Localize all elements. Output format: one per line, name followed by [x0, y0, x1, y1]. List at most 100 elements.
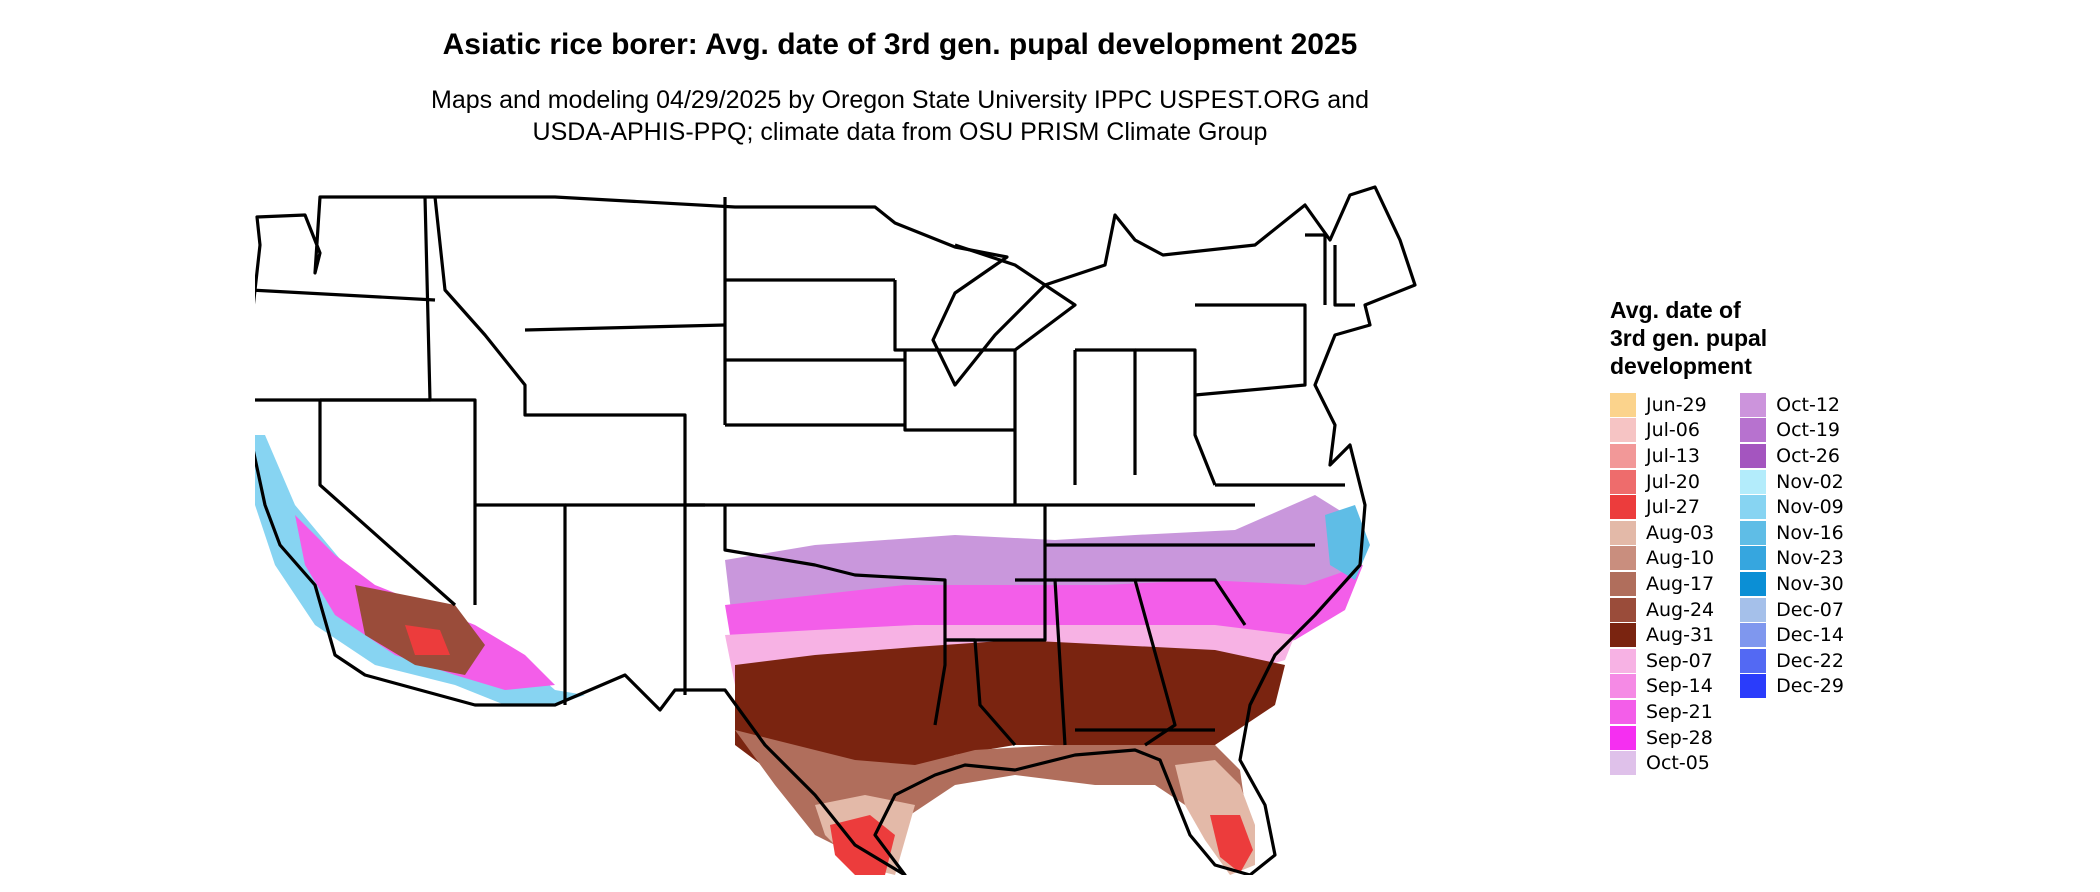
- border-mn-ia: [893, 280, 1015, 352]
- legend-item: Aug-31: [1610, 622, 1714, 648]
- legend-item: Jul-06: [1610, 418, 1714, 444]
- legend-swatch: [1740, 674, 1767, 699]
- border-oh-wv: [1135, 348, 1217, 486]
- legend-label: Aug-31: [1646, 624, 1715, 647]
- legend-swatch: [1610, 443, 1636, 468]
- legend-label: Dec-07: [1776, 598, 1844, 621]
- legend-swatch: [1610, 469, 1636, 494]
- legend-label: Nov-02: [1776, 470, 1844, 493]
- legend-swatch: [1610, 623, 1636, 648]
- legend-item: Oct-12: [1740, 392, 1844, 418]
- legend-title-line-1: Avg. date of: [1610, 297, 1741, 323]
- border-wa-or: [255, 288, 436, 302]
- border-il-in: [1013, 350, 1077, 505]
- legend-label: Jul-20: [1646, 470, 1700, 493]
- legend-swatch: [1610, 699, 1636, 724]
- map-title: Asiatic rice borer: Avg. date of 3rd gen…: [442, 28, 1358, 61]
- legend-item: Sep-14: [1610, 674, 1714, 700]
- legend-item: Nov-16: [1740, 520, 1844, 546]
- zone-aug31-core: [735, 640, 1285, 795]
- subtitle-line-2: USDA-APHIS-PPQ; climate data from OSU PR…: [532, 118, 1268, 146]
- border-mt-wy: [524, 323, 726, 332]
- border-id-mt: [433, 196, 527, 400]
- legend-swatch: [1740, 648, 1767, 673]
- subtitle-line-1: Maps and modeling 04/29/2025 by Oregon S…: [431, 86, 1369, 114]
- legend-item: Jun-29: [1610, 392, 1714, 418]
- legend-item: Sep-07: [1610, 648, 1714, 674]
- border-mo-ar: [945, 503, 1047, 642]
- legend-swatch: [1610, 597, 1636, 622]
- legend-label: Oct-12: [1776, 393, 1841, 416]
- legend-label: Jul-06: [1646, 419, 1700, 442]
- legend-swatch: [1740, 443, 1767, 468]
- legend-swatch: [1610, 392, 1636, 417]
- border-new-england: [1305, 233, 1355, 307]
- legend-label: Aug-24: [1646, 598, 1715, 621]
- legend-label: Aug-03: [1646, 521, 1715, 544]
- legend: Avg. date of 3rd gen. pupal development …: [1610, 296, 1844, 776]
- legend-title-line-3: development: [1610, 353, 1752, 379]
- legend-item: Jul-27: [1610, 494, 1714, 520]
- legend-swatch: [1610, 751, 1636, 776]
- legend-label: Sep-21: [1646, 700, 1713, 723]
- legend-item: Nov-09: [1740, 494, 1844, 520]
- legend-item: Nov-02: [1740, 469, 1844, 495]
- border-ca-nv: [318, 400, 457, 607]
- legend-swatch: [1740, 392, 1767, 417]
- border-ia-mo: [903, 350, 1015, 432]
- legend-label: Jul-27: [1646, 496, 1700, 519]
- legend-label: Dec-14: [1776, 624, 1844, 647]
- legend-item: Aug-10: [1610, 546, 1714, 572]
- legend-label: Dec-22: [1776, 649, 1844, 672]
- legend-item: Sep-21: [1610, 699, 1714, 725]
- legend-item: Dec-22: [1740, 648, 1844, 674]
- national-outline: [255, 185, 1417, 875]
- legend-swatch: [1740, 597, 1767, 622]
- legend-swatch: [1740, 469, 1767, 494]
- legend-item: Aug-17: [1610, 571, 1714, 597]
- border-wy-co: [523, 400, 687, 505]
- legend-label: Dec-29: [1776, 675, 1844, 698]
- legend-label: Aug-17: [1646, 572, 1715, 595]
- legend-item: Oct-19: [1740, 418, 1844, 444]
- legend-title: Avg. date of 3rd gen. pupal development: [1610, 296, 1844, 380]
- legend-label: Aug-10: [1646, 547, 1715, 570]
- map-subtitle: Maps and modeling 04/29/2025 by Oregon S…: [0, 84, 1800, 148]
- legend-label: Nov-30: [1776, 572, 1844, 595]
- border-wi-mi: [954, 243, 1077, 352]
- legend-label: Nov-09: [1776, 496, 1844, 519]
- border-nv-ut: [320, 398, 477, 605]
- state-borders: [255, 185, 1417, 875]
- legend-column-2: Oct-12 Oct-19 Oct-26 Nov-02 Nov-09 Nov-16 Nov-…: [1740, 392, 1844, 776]
- legend-swatch: [1740, 546, 1767, 571]
- legend-label: Oct-19: [1776, 419, 1841, 442]
- legend-swatch: [1610, 520, 1636, 545]
- border-pa-ny: [1194, 303, 1307, 397]
- legend-swatch: [1740, 418, 1767, 443]
- legend-label: Jun-29: [1646, 393, 1707, 416]
- map-fill-layer: [255, 435, 1370, 875]
- legend-swatch: [1610, 495, 1636, 520]
- legend-label: Sep-14: [1646, 675, 1713, 698]
- legend-item: Dec-07: [1740, 597, 1844, 623]
- zone-southwest-magenta: [295, 515, 555, 690]
- legend-title-line-2: 3rd gen. pupal: [1610, 325, 1768, 351]
- legend-label: Nov-23: [1776, 547, 1844, 570]
- legend-label: Sep-28: [1646, 726, 1713, 749]
- legend-item: Dec-14: [1740, 622, 1844, 648]
- legend-item: Jul-13: [1610, 443, 1714, 469]
- border-in-oh: [1075, 348, 1137, 475]
- border-ok-tx: [723, 505, 947, 726]
- border-al-ga: [1055, 578, 1177, 747]
- legend-label: Oct-05: [1646, 752, 1710, 775]
- legend-swatch: [1610, 571, 1636, 596]
- legend-swatch: [1610, 546, 1636, 571]
- legend-item: Aug-24: [1610, 597, 1714, 623]
- legend-label: Sep-07: [1646, 649, 1713, 672]
- border-ar-la: [945, 638, 1017, 747]
- legend-label: Oct-26: [1776, 444, 1841, 467]
- legend-label: Jul-13: [1646, 444, 1700, 467]
- legend-item: Oct-26: [1740, 443, 1844, 469]
- legend-item: Jul-20: [1610, 469, 1714, 495]
- legend-column-1: Jun-29 Jul-06 Jul-13 Jul-20 Jul-27 Aug-03 Aug-…: [1610, 392, 1714, 776]
